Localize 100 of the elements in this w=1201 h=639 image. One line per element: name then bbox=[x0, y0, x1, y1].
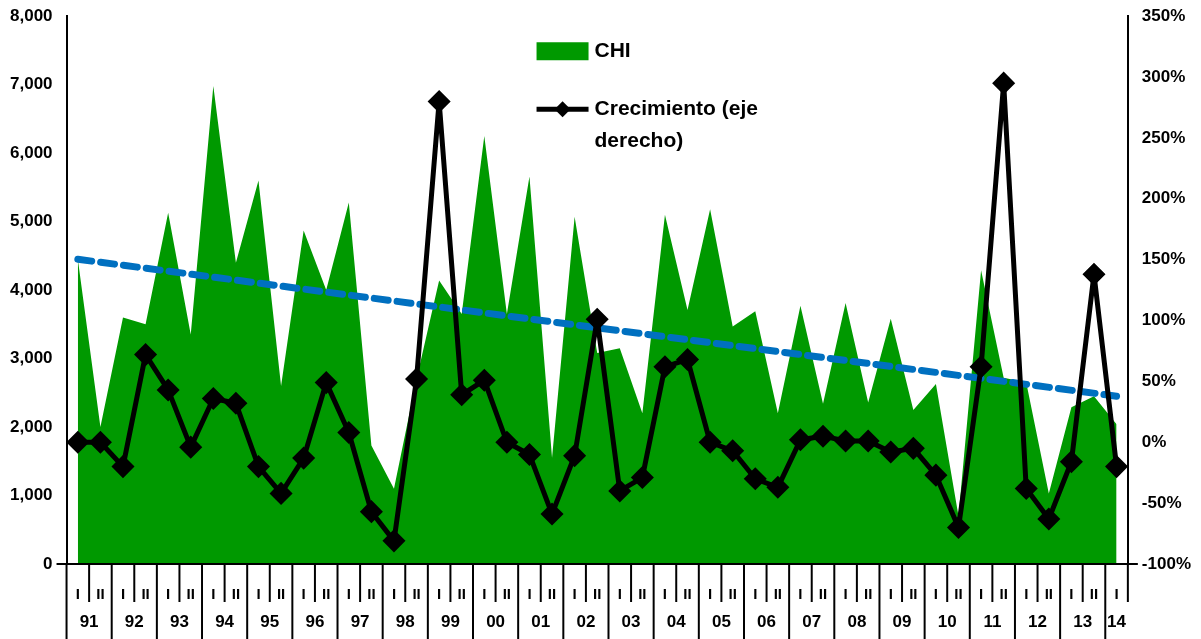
text: 02 bbox=[576, 612, 596, 632]
point bbox=[360, 501, 382, 523]
point bbox=[1106, 456, 1128, 478]
x-tick-label: II bbox=[96, 585, 105, 603]
y2-tick-label: -100% bbox=[1141, 553, 1191, 573]
x-tick-label: I bbox=[1024, 585, 1029, 603]
legend-label: CHI bbox=[594, 38, 631, 61]
x-tick-label: I bbox=[527, 585, 532, 603]
point bbox=[451, 384, 473, 406]
y2-tick-label: 350% bbox=[1141, 5, 1186, 25]
y2-tick-label: 200% bbox=[1141, 188, 1186, 208]
x-tick-label: I bbox=[1114, 585, 1119, 603]
x-tick-label: II bbox=[638, 585, 647, 603]
point bbox=[67, 431, 89, 453]
x-tick-label: I bbox=[166, 585, 171, 603]
x-tick-label: II bbox=[728, 585, 737, 603]
y-tick-label: 3,000 bbox=[9, 348, 53, 368]
point bbox=[1083, 263, 1105, 285]
y-tick-label: 5,000 bbox=[9, 211, 53, 231]
point bbox=[89, 431, 111, 453]
text: 04 bbox=[666, 612, 687, 632]
point bbox=[880, 441, 902, 463]
text: 07 bbox=[802, 612, 822, 632]
text: 14 bbox=[1107, 612, 1127, 632]
x-tick-label: II bbox=[502, 585, 512, 603]
x-tick-label: I bbox=[843, 585, 848, 603]
x-tick-label: II bbox=[547, 585, 557, 603]
text: 09 bbox=[892, 612, 912, 632]
text: 11 bbox=[983, 612, 1002, 632]
x-tick-label: I bbox=[437, 585, 442, 603]
y2-tick-label: 250% bbox=[1141, 127, 1186, 147]
point bbox=[135, 344, 157, 366]
text: 00 bbox=[486, 612, 506, 632]
x-tick-label: II bbox=[141, 585, 150, 603]
text: 97 bbox=[350, 612, 370, 632]
text: 98 bbox=[395, 612, 415, 632]
text: 01 bbox=[531, 612, 551, 632]
y-tick-label: 0 bbox=[43, 553, 53, 573]
legend-label: Crecimiento (eje derecho) bbox=[594, 96, 758, 151]
y-tick-label: 2,000 bbox=[9, 416, 53, 436]
x-tick-label: II bbox=[818, 585, 828, 603]
point bbox=[112, 456, 134, 478]
x-tick-label: I bbox=[301, 585, 306, 603]
point bbox=[315, 372, 337, 394]
point bbox=[699, 431, 721, 453]
point bbox=[496, 431, 518, 453]
x-tick-label: II bbox=[322, 585, 331, 603]
text: 92 bbox=[124, 612, 144, 632]
point bbox=[586, 308, 608, 330]
x-tick-label: I bbox=[888, 585, 893, 603]
point bbox=[564, 445, 586, 467]
point bbox=[383, 530, 405, 552]
point bbox=[677, 348, 699, 370]
text: 03 bbox=[621, 612, 641, 632]
x-tick-label: II bbox=[999, 585, 1008, 603]
point bbox=[541, 503, 563, 525]
x-tick-label: II bbox=[231, 585, 241, 603]
x-tick-label: II bbox=[593, 585, 602, 603]
point bbox=[767, 476, 789, 498]
x-tick-label: I bbox=[572, 585, 577, 603]
y2-tick-label: 0% bbox=[1141, 431, 1167, 451]
x-tick-label: II bbox=[276, 585, 286, 603]
x-tick-label: II bbox=[457, 585, 466, 603]
text: 05 bbox=[711, 612, 731, 632]
x-tick-label: I bbox=[391, 585, 397, 603]
point bbox=[180, 436, 202, 458]
point bbox=[202, 387, 224, 409]
text: 08 bbox=[847, 612, 867, 632]
x-tick-label: I bbox=[120, 585, 126, 603]
point bbox=[247, 456, 269, 478]
x-tick-label: II bbox=[367, 585, 376, 603]
point bbox=[993, 72, 1015, 94]
y-tick-label: 8,000 bbox=[9, 5, 53, 25]
x-tick-label: I bbox=[346, 585, 351, 603]
x-tick-label: I bbox=[482, 585, 487, 603]
point bbox=[157, 379, 179, 401]
point bbox=[1038, 508, 1060, 530]
x-tick-label: I bbox=[979, 585, 984, 603]
point bbox=[406, 368, 428, 390]
point bbox=[789, 429, 811, 451]
x-tick-label: I bbox=[256, 585, 261, 603]
text: 12 bbox=[1028, 612, 1047, 632]
y-tick-label: 1,000 bbox=[9, 485, 53, 505]
y2-tick-label: 100% bbox=[1141, 310, 1186, 330]
text: 99 bbox=[440, 612, 460, 632]
x-tick-label: II bbox=[864, 585, 873, 603]
x-tick-label: II bbox=[412, 585, 421, 603]
x-tick-label: I bbox=[211, 585, 216, 603]
point bbox=[1015, 478, 1037, 500]
text: 13 bbox=[1073, 612, 1093, 632]
point bbox=[609, 480, 631, 502]
text: 96 bbox=[305, 612, 325, 632]
point bbox=[970, 356, 992, 378]
point bbox=[1060, 451, 1082, 473]
x-tick-label: I bbox=[708, 585, 713, 603]
point bbox=[812, 425, 834, 447]
text: 91 bbox=[79, 612, 99, 632]
point bbox=[473, 369, 495, 391]
x-tick-label: II bbox=[186, 585, 195, 603]
x-tick-label: I bbox=[798, 585, 803, 603]
